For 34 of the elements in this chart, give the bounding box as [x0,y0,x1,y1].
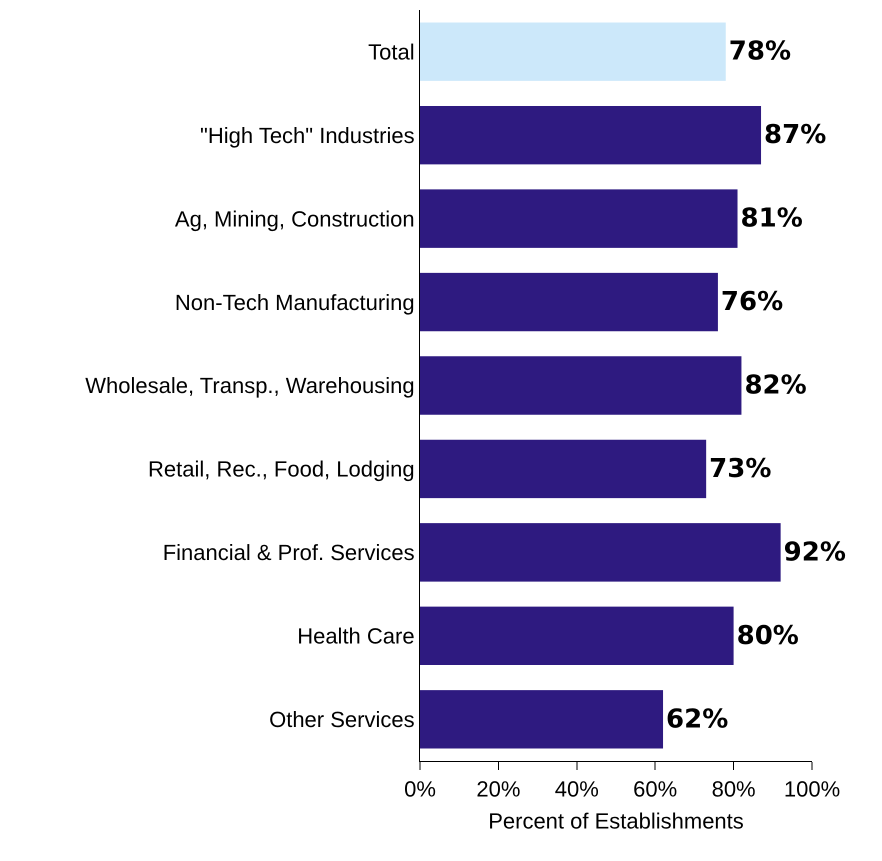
y-tick-label: Other Services [269,706,415,732]
data-label: 81% [740,204,803,234]
data-label: 92% [784,537,846,568]
x-tick-label: 60% [633,776,678,802]
x-tick-label: 40% [554,776,599,802]
bar [420,106,762,164]
x-tick-label: 20% [476,776,520,802]
y-tick-label: Non-Tech Manufacturing [174,290,415,315]
x-tick-label: 100% [784,776,840,802]
bar [420,690,664,748]
bar [420,606,734,666]
x-tick-label: 80% [712,776,756,802]
y-tick-label: Financial & Prof. Services [162,540,415,566]
data-label: 87% [764,120,826,150]
y-tick-label: Retail, Rec., Food, Lodging [148,456,415,482]
data-label: 73% [709,454,772,484]
bar [420,22,726,81]
data-label: 78% [728,36,791,67]
y-tick-label: Total [368,39,415,64]
data-label: 80% [736,620,799,651]
y-tick-label: Wholesale, Transp., Warehousing [85,373,415,398]
y-tick-label: Health Care [297,624,415,649]
bar [420,272,718,332]
y-tick-label: Ag, Mining, Construction [174,206,415,232]
bar [420,523,781,582]
data-label: 82% [744,370,807,400]
bar [420,189,738,248]
bar [420,440,706,498]
y-tick-label: "High Tech" Industries [200,122,415,148]
x-tick-label: 0% [404,776,436,802]
data-label: 76% [720,287,784,318]
data-label: 62% [666,704,728,734]
bar [420,356,742,415]
x-axis-title: Percent of Establishments [488,808,744,834]
